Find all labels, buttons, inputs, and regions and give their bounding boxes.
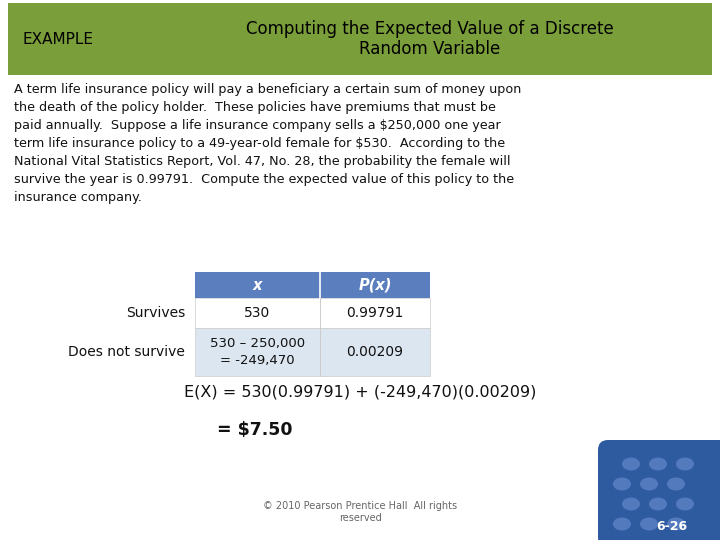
Ellipse shape (649, 497, 667, 510)
Text: x: x (253, 278, 262, 293)
Text: Computing the Expected Value of a Discrete
Random Variable: Computing the Expected Value of a Discre… (246, 19, 614, 58)
Text: 530: 530 (244, 306, 271, 320)
FancyBboxPatch shape (195, 298, 430, 328)
Text: EXAMPLE: EXAMPLE (22, 31, 93, 46)
Ellipse shape (640, 477, 658, 490)
Text: 6-26: 6-26 (657, 519, 688, 532)
Ellipse shape (649, 457, 667, 470)
Ellipse shape (622, 457, 640, 470)
Text: Survives: Survives (126, 306, 185, 320)
Text: © 2010 Pearson Prentice Hall  All rights
reserved: © 2010 Pearson Prentice Hall All rights … (263, 501, 457, 523)
Ellipse shape (676, 457, 694, 470)
FancyBboxPatch shape (8, 3, 712, 75)
Ellipse shape (667, 517, 685, 530)
Ellipse shape (622, 497, 640, 510)
Ellipse shape (676, 497, 694, 510)
Text: E(X) = 530(0.99791) + (-249,470)(0.00209): E(X) = 530(0.99791) + (-249,470)(0.00209… (184, 384, 536, 400)
Ellipse shape (613, 517, 631, 530)
Text: 0.00209: 0.00209 (346, 345, 403, 359)
FancyBboxPatch shape (598, 440, 720, 540)
FancyBboxPatch shape (195, 272, 430, 298)
Text: P(x): P(x) (359, 278, 392, 293)
Ellipse shape (667, 477, 685, 490)
Text: 530 – 250,000
= -249,470: 530 – 250,000 = -249,470 (210, 337, 305, 367)
Text: = $7.50: = $7.50 (217, 421, 293, 439)
Text: 0.99791: 0.99791 (346, 306, 404, 320)
Ellipse shape (640, 517, 658, 530)
Text: A term life insurance policy will pay a beneficiary a certain sum of money upon
: A term life insurance policy will pay a … (14, 83, 521, 204)
FancyBboxPatch shape (195, 328, 430, 376)
Text: Does not survive: Does not survive (68, 345, 185, 359)
Ellipse shape (613, 477, 631, 490)
